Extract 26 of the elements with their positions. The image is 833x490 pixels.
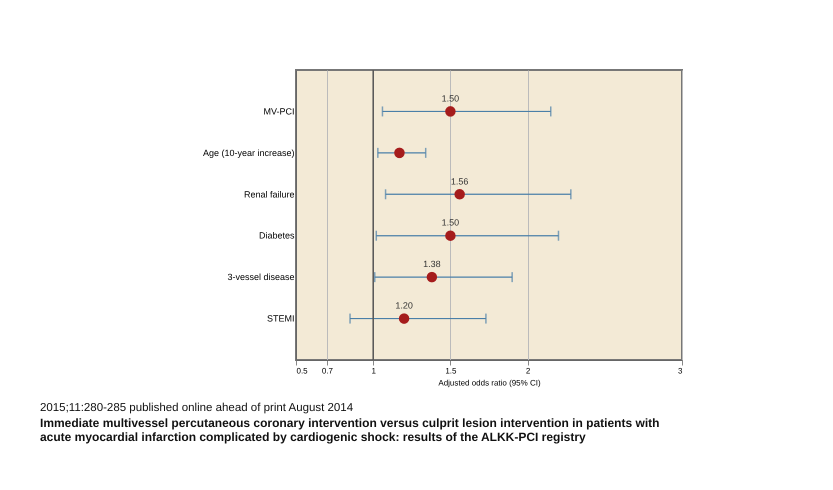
point — [445, 106, 456, 117]
text: 2015;11:280-285 published online ahead of print August 2014 — [40, 402, 354, 414]
y-tick-label: Age (10-year increase) — [202, 148, 294, 158]
y-tick-label: MV-PCI — [263, 106, 294, 116]
data-label: 1.38 — [423, 259, 441, 270]
y-tick-label: Renal failure — [244, 189, 294, 200]
point — [454, 189, 465, 200]
x-tick-label: 3 — [678, 366, 684, 376]
x-tick-label: 1.5 — [445, 366, 458, 376]
point — [445, 230, 456, 241]
point — [426, 272, 438, 282]
x-tick-label: 2 — [526, 366, 531, 376]
data-label: 1.50 — [442, 218, 460, 228]
point — [394, 148, 405, 158]
y-tick-label: 3-vessel disease — [227, 272, 294, 282]
data-label: 1.50 — [442, 93, 460, 104]
x-tick-label: 0.5 — [296, 366, 308, 376]
point — [398, 313, 410, 324]
data-label: 1.20 — [395, 300, 413, 311]
x-tick-label: 0.7 — [322, 366, 334, 376]
x-axis-title: Adjusted odds ratio (95% CI) — [438, 378, 541, 388]
text: Immediate multivessel percutaneous coronary intervention versus culprit lesion intervention in patients with acute myocardial infarction complicated by cardiogenic shock: results of the ALKK-PCI registry — [40, 416, 660, 444]
y-tick-label: Diabetes — [258, 230, 295, 241]
x-tick-label: 1 — [371, 366, 376, 376]
y-tick-label: STEMI — [266, 314, 294, 324]
data-label: 1.56 — [450, 176, 468, 186]
